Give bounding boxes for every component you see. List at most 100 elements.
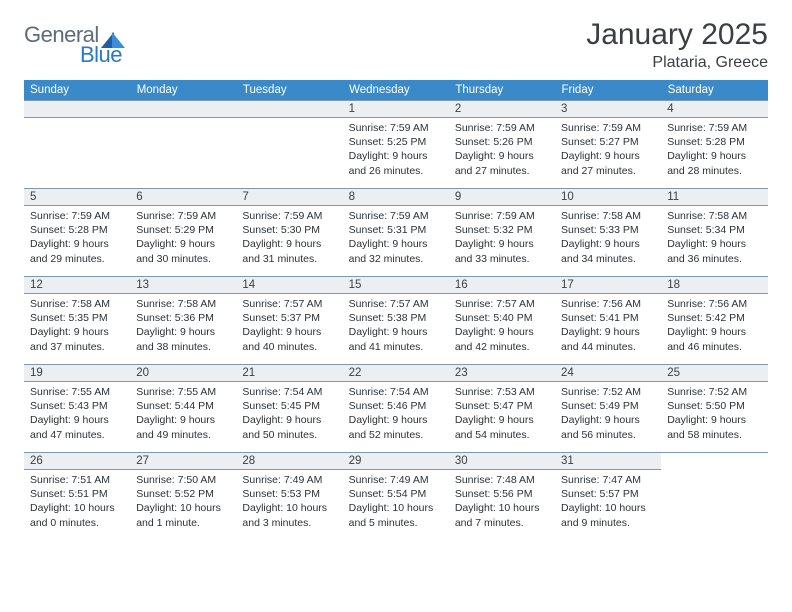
sunrise-line: Sunrise: 7:48 AM xyxy=(455,473,549,487)
sunrise-line: Sunrise: 7:52 AM xyxy=(667,385,761,399)
daylight-line: Daylight: 10 hours and 9 minutes. xyxy=(561,501,655,529)
sunrise-line: Sunrise: 7:57 AM xyxy=(349,297,443,311)
sunset-line: Sunset: 5:56 PM xyxy=(455,487,549,501)
sunrise-line: Sunrise: 7:59 AM xyxy=(561,121,655,135)
daylight-line: Daylight: 9 hours and 36 minutes. xyxy=(667,237,761,265)
daylight-line: Daylight: 9 hours and 29 minutes. xyxy=(30,237,124,265)
daylight-line: Daylight: 9 hours and 44 minutes. xyxy=(561,325,655,353)
sunset-line: Sunset: 5:29 PM xyxy=(136,223,230,237)
daylight-line: Daylight: 10 hours and 0 minutes. xyxy=(30,501,124,529)
sunrise-line: Sunrise: 7:47 AM xyxy=(561,473,655,487)
sunrise-line: Sunrise: 7:59 AM xyxy=(242,209,336,223)
day-number: 7 xyxy=(236,188,342,206)
day-details: Sunrise: 7:57 AMSunset: 5:38 PMDaylight:… xyxy=(343,294,449,358)
day-number: 20 xyxy=(130,364,236,382)
sunset-line: Sunset: 5:30 PM xyxy=(242,223,336,237)
day-details: Sunrise: 7:59 AMSunset: 5:31 PMDaylight:… xyxy=(343,206,449,270)
calendar-row: 5Sunrise: 7:59 AMSunset: 5:28 PMDaylight… xyxy=(24,188,768,276)
calendar-cell: 17Sunrise: 7:56 AMSunset: 5:41 PMDayligh… xyxy=(555,276,661,364)
calendar-cell: 21Sunrise: 7:54 AMSunset: 5:45 PMDayligh… xyxy=(236,364,342,452)
sunset-line: Sunset: 5:25 PM xyxy=(349,135,443,149)
day-details: Sunrise: 7:59 AMSunset: 5:26 PMDaylight:… xyxy=(449,118,555,182)
day-number: 13 xyxy=(130,276,236,294)
sunset-line: Sunset: 5:37 PM xyxy=(242,311,336,325)
day-details: Sunrise: 7:58 AMSunset: 5:35 PMDaylight:… xyxy=(24,294,130,358)
sunset-line: Sunset: 5:36 PM xyxy=(136,311,230,325)
day-number: 16 xyxy=(449,276,555,294)
sunrise-line: Sunrise: 7:59 AM xyxy=(667,121,761,135)
daylight-line: Daylight: 9 hours and 27 minutes. xyxy=(561,149,655,177)
day-details: Sunrise: 7:48 AMSunset: 5:56 PMDaylight:… xyxy=(449,470,555,534)
sunrise-line: Sunrise: 7:59 AM xyxy=(455,121,549,135)
calendar-cell: 9Sunrise: 7:59 AMSunset: 5:32 PMDaylight… xyxy=(449,188,555,276)
sunset-line: Sunset: 5:31 PM xyxy=(349,223,443,237)
day-number: 3 xyxy=(555,100,661,118)
day-details: Sunrise: 7:55 AMSunset: 5:44 PMDaylight:… xyxy=(130,382,236,446)
calendar-cell: 13Sunrise: 7:58 AMSunset: 5:36 PMDayligh… xyxy=(130,276,236,364)
day-details: Sunrise: 7:59 AMSunset: 5:27 PMDaylight:… xyxy=(555,118,661,182)
page-root: GeneralBlue January 2025 Plataria, Greec… xyxy=(0,0,792,554)
daylight-line: Daylight: 9 hours and 42 minutes. xyxy=(455,325,549,353)
calendar-cell: 25Sunrise: 7:52 AMSunset: 5:50 PMDayligh… xyxy=(661,364,767,452)
day-header: Thursday xyxy=(449,80,555,100)
calendar-cell xyxy=(130,100,236,188)
day-details: Sunrise: 7:59 AMSunset: 5:30 PMDaylight:… xyxy=(236,206,342,270)
calendar-cell: 16Sunrise: 7:57 AMSunset: 5:40 PMDayligh… xyxy=(449,276,555,364)
calendar-cell: 27Sunrise: 7:50 AMSunset: 5:52 PMDayligh… xyxy=(130,452,236,540)
day-details: Sunrise: 7:59 AMSunset: 5:29 PMDaylight:… xyxy=(130,206,236,270)
day-number xyxy=(661,452,767,469)
day-number: 27 xyxy=(130,452,236,470)
logo-sail-icon xyxy=(101,26,127,48)
calendar-body: 1Sunrise: 7:59 AMSunset: 5:25 PMDaylight… xyxy=(24,100,768,540)
calendar-cell: 15Sunrise: 7:57 AMSunset: 5:38 PMDayligh… xyxy=(343,276,449,364)
calendar-row: 26Sunrise: 7:51 AMSunset: 5:51 PMDayligh… xyxy=(24,452,768,540)
daylight-line: Daylight: 9 hours and 28 minutes. xyxy=(667,149,761,177)
day-details: Sunrise: 7:58 AMSunset: 5:36 PMDaylight:… xyxy=(130,294,236,358)
day-details: Sunrise: 7:59 AMSunset: 5:25 PMDaylight:… xyxy=(343,118,449,182)
sunrise-line: Sunrise: 7:58 AM xyxy=(30,297,124,311)
sunrise-line: Sunrise: 7:55 AM xyxy=(136,385,230,399)
day-details: Sunrise: 7:57 AMSunset: 5:40 PMDaylight:… xyxy=(449,294,555,358)
day-number: 23 xyxy=(449,364,555,382)
day-number: 15 xyxy=(343,276,449,294)
day-details: Sunrise: 7:50 AMSunset: 5:52 PMDaylight:… xyxy=(130,470,236,534)
sunset-line: Sunset: 5:46 PM xyxy=(349,399,443,413)
day-details: Sunrise: 7:54 AMSunset: 5:46 PMDaylight:… xyxy=(343,382,449,446)
day-number: 29 xyxy=(343,452,449,470)
day-number: 21 xyxy=(236,364,342,382)
daylight-line: Daylight: 9 hours and 46 minutes. xyxy=(667,325,761,353)
calendar-cell: 10Sunrise: 7:58 AMSunset: 5:33 PMDayligh… xyxy=(555,188,661,276)
calendar-cell: 18Sunrise: 7:56 AMSunset: 5:42 PMDayligh… xyxy=(661,276,767,364)
brand-logo: GeneralBlue xyxy=(24,18,127,68)
sunset-line: Sunset: 5:52 PM xyxy=(136,487,230,501)
day-number: 5 xyxy=(24,188,130,206)
day-details: Sunrise: 7:59 AMSunset: 5:28 PMDaylight:… xyxy=(24,206,130,270)
calendar-row: 12Sunrise: 7:58 AMSunset: 5:35 PMDayligh… xyxy=(24,276,768,364)
calendar-cell: 3Sunrise: 7:59 AMSunset: 5:27 PMDaylight… xyxy=(555,100,661,188)
sunset-line: Sunset: 5:32 PM xyxy=(455,223,549,237)
sunrise-line: Sunrise: 7:59 AM xyxy=(349,209,443,223)
day-details: Sunrise: 7:47 AMSunset: 5:57 PMDaylight:… xyxy=(555,470,661,534)
day-details: Sunrise: 7:53 AMSunset: 5:47 PMDaylight:… xyxy=(449,382,555,446)
daylight-line: Daylight: 9 hours and 47 minutes. xyxy=(30,413,124,441)
day-header: Friday xyxy=(555,80,661,100)
sunrise-line: Sunrise: 7:59 AM xyxy=(455,209,549,223)
day-header: Monday xyxy=(130,80,236,100)
day-header: Sunday xyxy=(24,80,130,100)
day-details xyxy=(24,118,130,125)
day-number: 4 xyxy=(661,100,767,118)
sunset-line: Sunset: 5:53 PM xyxy=(242,487,336,501)
day-details xyxy=(130,118,236,125)
sunrise-line: Sunrise: 7:49 AM xyxy=(349,473,443,487)
daylight-line: Daylight: 9 hours and 52 minutes. xyxy=(349,413,443,441)
daylight-line: Daylight: 10 hours and 1 minute. xyxy=(136,501,230,529)
sunrise-line: Sunrise: 7:53 AM xyxy=(455,385,549,399)
day-number: 26 xyxy=(24,452,130,470)
daylight-line: Daylight: 9 hours and 27 minutes. xyxy=(455,149,549,177)
day-number xyxy=(236,100,342,118)
sunset-line: Sunset: 5:42 PM xyxy=(667,311,761,325)
sunset-line: Sunset: 5:54 PM xyxy=(349,487,443,501)
sunrise-line: Sunrise: 7:49 AM xyxy=(242,473,336,487)
calendar-cell: 6Sunrise: 7:59 AMSunset: 5:29 PMDaylight… xyxy=(130,188,236,276)
calendar-cell xyxy=(236,100,342,188)
